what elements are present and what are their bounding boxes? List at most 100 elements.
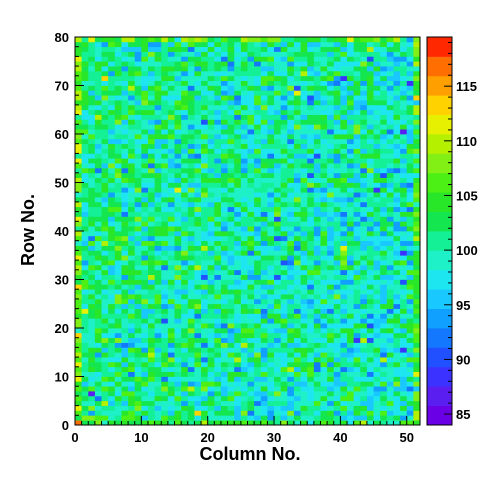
- heatmap-cell: [406, 264, 414, 271]
- heatmap-cell: [347, 201, 354, 208]
- heatmap-cell: [167, 167, 175, 174]
- heatmap-cell: [267, 158, 275, 164]
- heatmap-cell: [333, 274, 341, 280]
- heatmap-cell: [406, 187, 414, 193]
- heatmap-cell: [227, 415, 235, 421]
- heatmap-cell: [101, 134, 109, 140]
- heatmap-cell: [287, 328, 295, 334]
- heatmap-cells: [75, 37, 421, 426]
- heatmap-cell: [254, 410, 262, 416]
- heatmap-cell: [320, 201, 328, 208]
- heatmap-cell: [313, 308, 321, 314]
- heatmap-cell: [94, 284, 102, 290]
- heatmap-cell: [227, 347, 235, 353]
- heatmap-cell: [327, 400, 335, 406]
- heatmap-cell: [161, 80, 169, 86]
- heatmap-cell: [327, 342, 335, 348]
- heatmap-cell: [181, 95, 189, 101]
- heatmap-cell: [400, 61, 408, 67]
- heatmap-cell: [313, 366, 321, 372]
- heatmap-cell: [147, 376, 155, 382]
- heatmap-cell: [128, 187, 136, 193]
- heatmap-cell: [327, 182, 335, 188]
- heatmap-cell: [293, 376, 301, 382]
- heatmap-cell: [207, 148, 215, 154]
- heatmap-cell: [380, 119, 388, 125]
- heatmap-cell: [108, 381, 116, 387]
- heatmap-cell: [267, 308, 275, 314]
- heatmap-cell: [340, 405, 348, 411]
- heatmap-cell: [128, 395, 136, 402]
- heatmap-cell: [201, 66, 209, 72]
- heatmap-cell: [128, 206, 136, 212]
- heatmap-cell: [373, 216, 381, 222]
- heatmap-cell: [313, 410, 321, 416]
- heatmap-cell: [406, 284, 414, 290]
- heatmap-cell: [75, 313, 82, 319]
- heatmap-cell: [254, 201, 262, 208]
- heatmap-cell: [320, 216, 328, 222]
- heatmap-cell: [174, 80, 182, 86]
- heatmap-cell: [181, 386, 189, 392]
- heatmap-cell: [386, 134, 394, 140]
- heatmap-cell: [147, 391, 155, 397]
- heatmap-cell: [307, 85, 315, 91]
- heatmap-cell: [280, 172, 288, 178]
- heatmap-cell: [141, 269, 149, 275]
- heatmap-cell: [141, 211, 149, 217]
- heatmap-cell: [373, 197, 381, 203]
- heatmap-cell: [353, 56, 361, 62]
- heatmap-cell: [134, 95, 142, 101]
- heatmap-cell: [88, 221, 96, 227]
- heatmap-cell: [167, 143, 175, 149]
- heatmap-cell: [161, 182, 169, 188]
- heatmap-cell: [400, 352, 408, 358]
- heatmap-cell: [214, 264, 222, 271]
- heatmap-cell: [234, 197, 242, 203]
- heatmap-cell: [181, 177, 189, 183]
- heatmap-cell: [101, 405, 109, 411]
- heatmap-cell: [333, 231, 341, 237]
- heatmap-cell: [234, 405, 242, 411]
- heatmap-cell: [254, 250, 262, 256]
- heatmap-cell: [353, 66, 361, 72]
- heatmap-cell: [373, 245, 381, 251]
- heatmap-cell: [287, 366, 295, 372]
- heatmap-cell: [214, 323, 222, 329]
- heatmap-cell: [88, 415, 96, 421]
- heatmap-cell: [347, 361, 354, 368]
- heatmap-cell: [347, 313, 354, 319]
- heatmap-cell: [161, 226, 169, 232]
- heatmap-cell: [247, 187, 255, 193]
- heatmap-cell: [267, 410, 275, 416]
- heatmap-cell: [347, 85, 354, 91]
- y-tick-label: 10: [55, 370, 69, 385]
- heatmap-cell: [94, 337, 102, 343]
- heatmap-cell: [320, 206, 328, 212]
- heatmap-cell: [174, 95, 182, 101]
- heatmap-cell: [360, 119, 368, 125]
- heatmap-cell: [254, 75, 262, 81]
- heatmap-cell: [207, 347, 215, 353]
- heatmap-cell: [207, 216, 215, 222]
- heatmap-cell: [187, 138, 195, 145]
- heatmap-cell: [214, 347, 222, 353]
- heatmap-cell: [340, 235, 348, 242]
- heatmap-cell: [400, 284, 408, 290]
- heatmap-cell: [227, 332, 235, 339]
- heatmap-cell: [287, 221, 295, 227]
- heatmap-cell: [75, 134, 82, 140]
- heatmap-cell: [313, 192, 321, 198]
- heatmap-cell: [214, 415, 222, 421]
- heatmap-cell: [373, 289, 381, 295]
- heatmap-cell: [194, 192, 202, 198]
- heatmap-cell: [154, 391, 162, 397]
- heatmap-cell: [220, 90, 228, 96]
- heatmap-cell: [340, 124, 348, 130]
- heatmap-cell: [75, 221, 82, 227]
- heatmap-cell: [386, 400, 394, 406]
- heatmap-cell: [234, 235, 242, 242]
- heatmap-cell: [207, 366, 215, 372]
- heatmap-cell: [134, 328, 142, 334]
- heatmap-cell: [386, 381, 394, 387]
